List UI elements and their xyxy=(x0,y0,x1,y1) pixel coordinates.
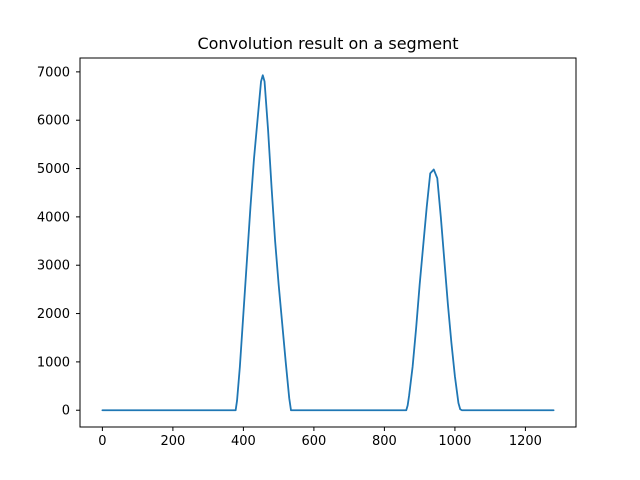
x-tick-label: 800 xyxy=(372,434,397,449)
chart-title: Convolution result on a segment xyxy=(197,34,458,53)
ticks-layer: 0 200 400 600 800 1000 1200 0 1000 2000 3000 4000 50… xyxy=(37,65,542,449)
y-tick-label: 1000 xyxy=(37,355,70,370)
y-tick-label: 2000 xyxy=(37,307,70,322)
plot-frame xyxy=(79,57,577,428)
x-tick-label: 0 xyxy=(98,434,106,449)
y-tick-label: 5000 xyxy=(37,162,70,177)
x-tick-label: 200 xyxy=(160,434,185,449)
x-tick-label: 600 xyxy=(301,434,326,449)
x-tick-label: 400 xyxy=(231,434,256,449)
x-tick-label: 1000 xyxy=(438,434,471,449)
y-tick-label: 0 xyxy=(62,404,70,419)
y-tick-label: 4000 xyxy=(37,210,70,225)
x-tick-label: 1200 xyxy=(509,434,542,449)
y-tick-label: 6000 xyxy=(37,114,70,129)
series-layer xyxy=(101,74,555,412)
series-line xyxy=(101,74,555,412)
y-tick-label: 7000 xyxy=(37,65,70,80)
y-tick-label: 3000 xyxy=(37,259,70,274)
